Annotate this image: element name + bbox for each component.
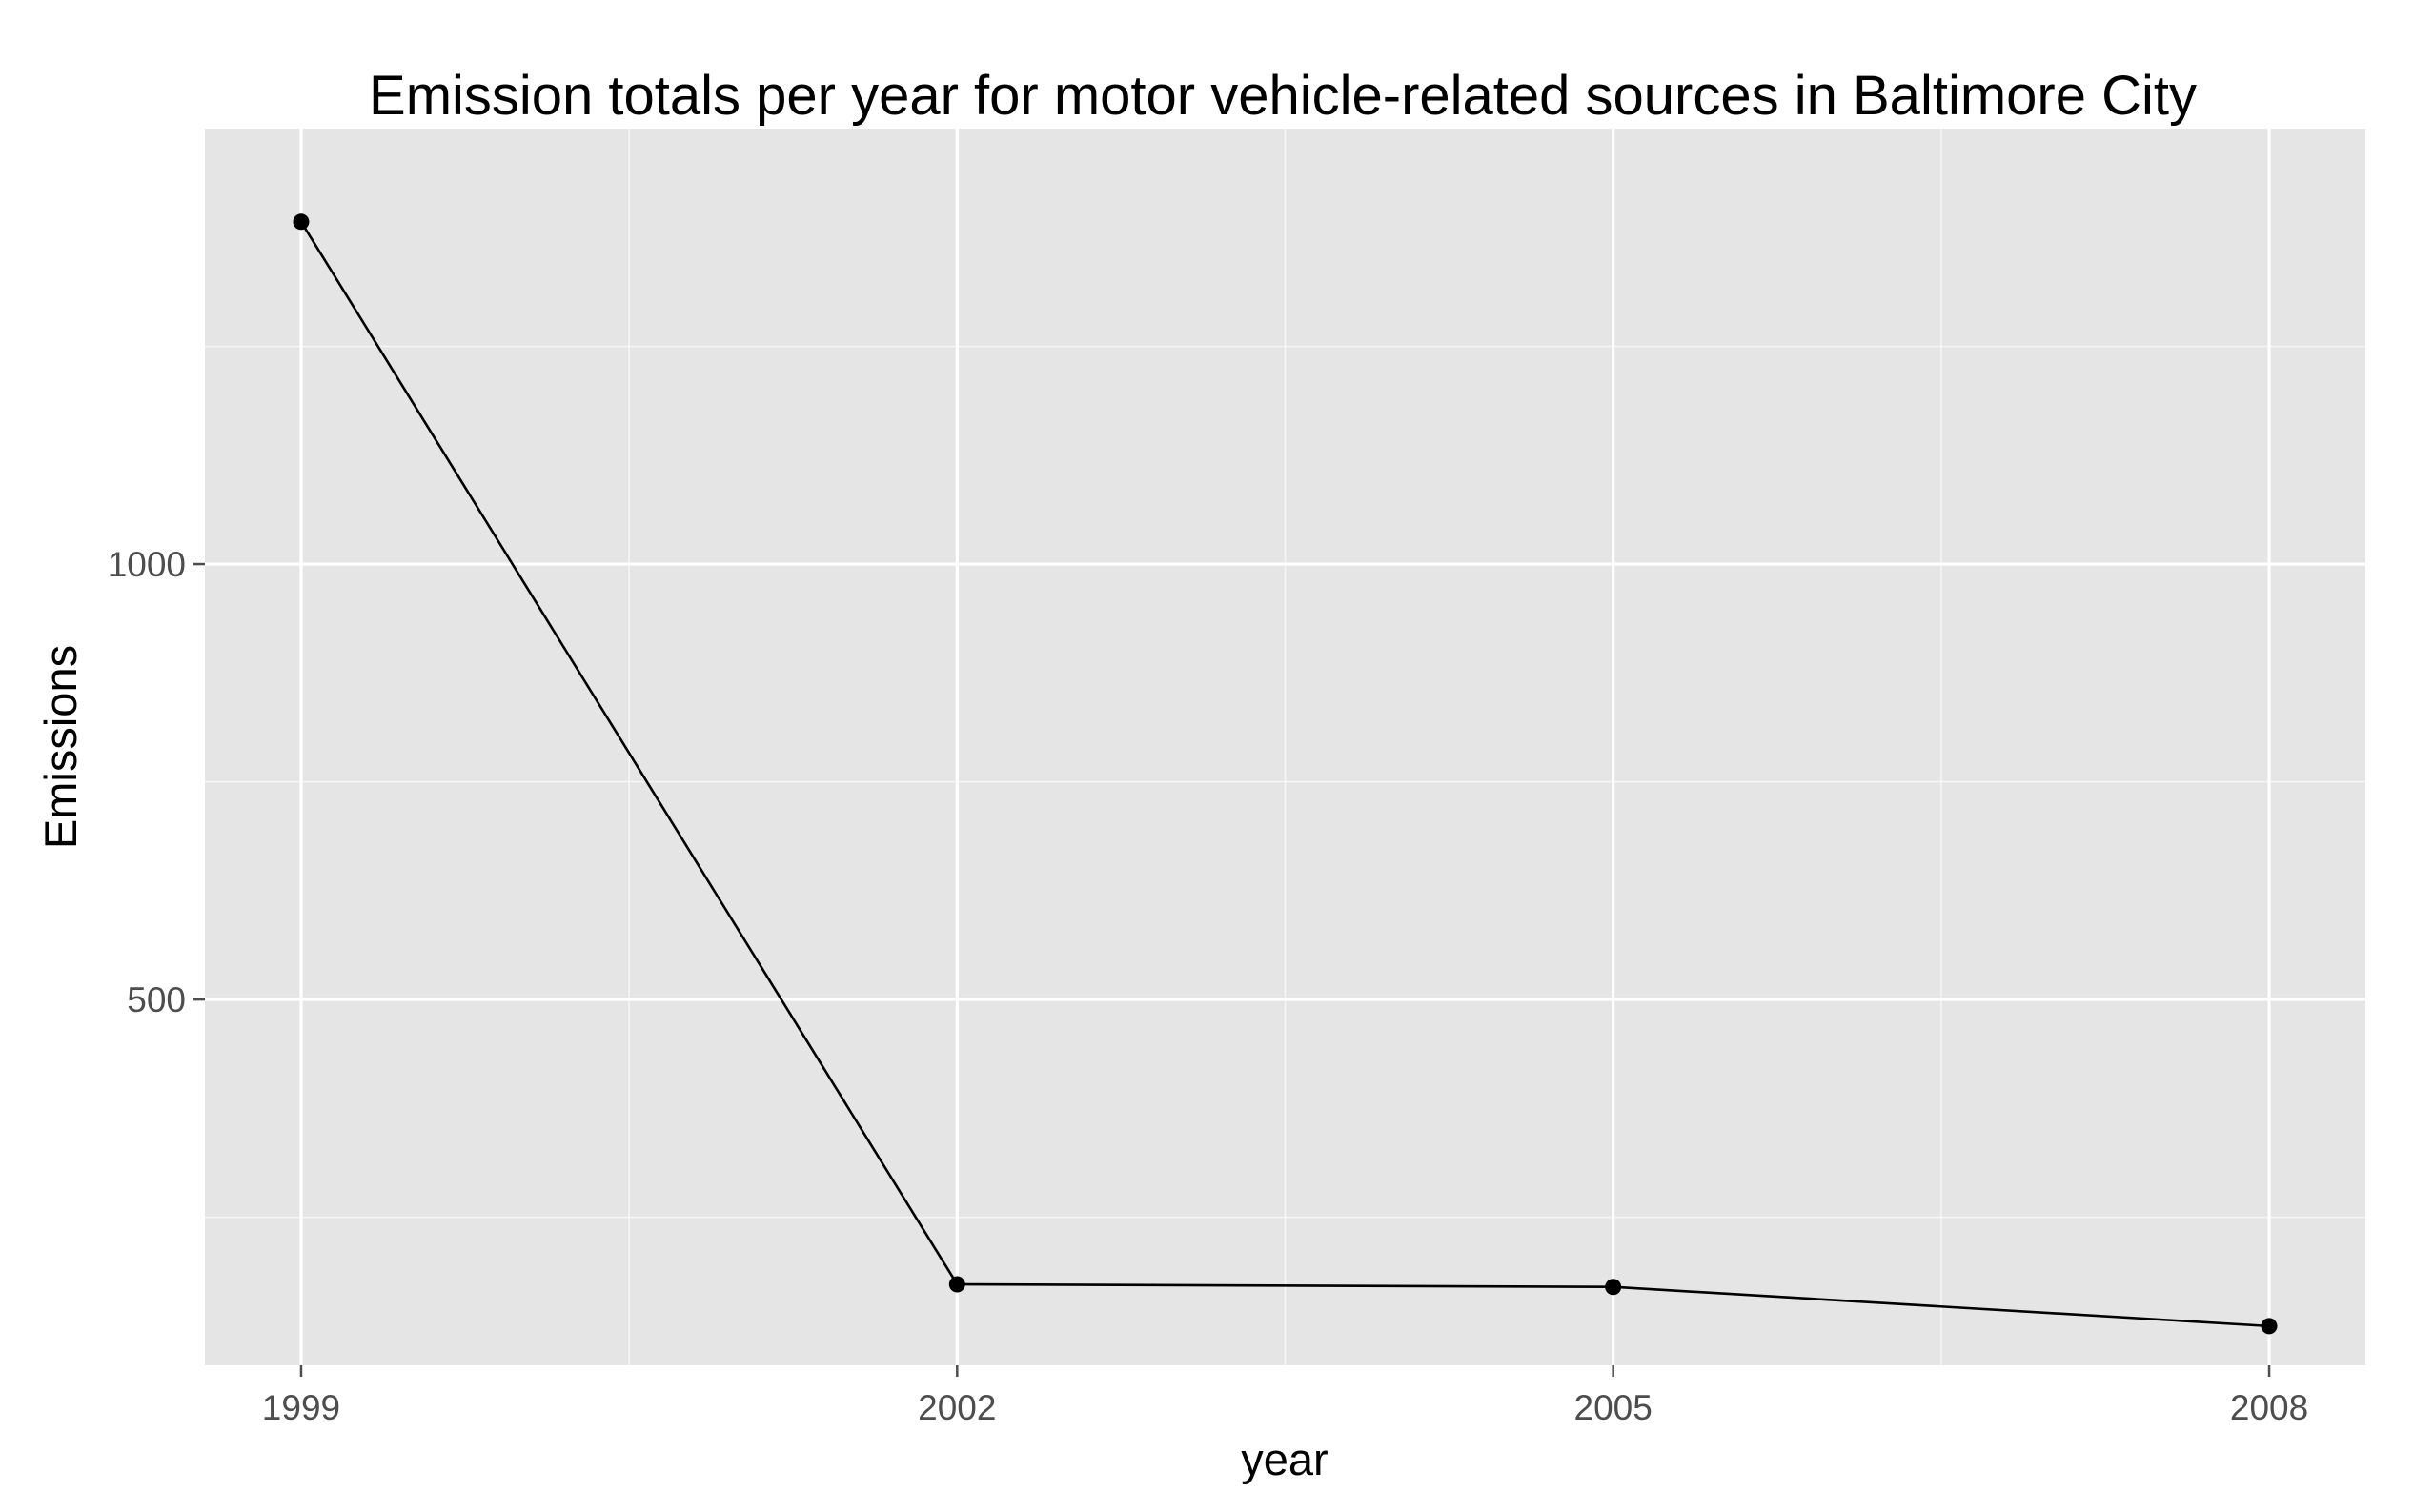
- chart-title: Emission totals per year for motor vehic…: [369, 65, 2197, 127]
- series-lines: [299, 221, 2270, 1328]
- x-tick-labels: 1999 2002 2005 2008: [262, 1388, 2308, 1427]
- x-tick-label: 1999: [262, 1388, 340, 1427]
- minor-grid: [205, 129, 2365, 1365]
- y-tick-label: 1000: [108, 545, 186, 584]
- series-points: [293, 213, 2278, 1335]
- data-point: [1605, 1279, 1622, 1296]
- x-axis-title: year: [1241, 1434, 1328, 1484]
- y-tick-label: 500: [127, 980, 186, 1019]
- x-tick-label: 2002: [918, 1388, 996, 1427]
- data-point: [2261, 1318, 2278, 1335]
- y-tick-labels: 500 1000: [108, 545, 186, 1019]
- major-grid: [205, 129, 2365, 1365]
- y-axis-title: Emissions: [35, 645, 86, 849]
- x-tick-label: 2005: [1574, 1388, 1653, 1427]
- series-line: [299, 221, 2270, 1328]
- x-tick-label: 2008: [2230, 1388, 2308, 1427]
- tick-marks: [193, 562, 2271, 1377]
- data-point: [293, 213, 310, 231]
- data-point: [948, 1276, 965, 1293]
